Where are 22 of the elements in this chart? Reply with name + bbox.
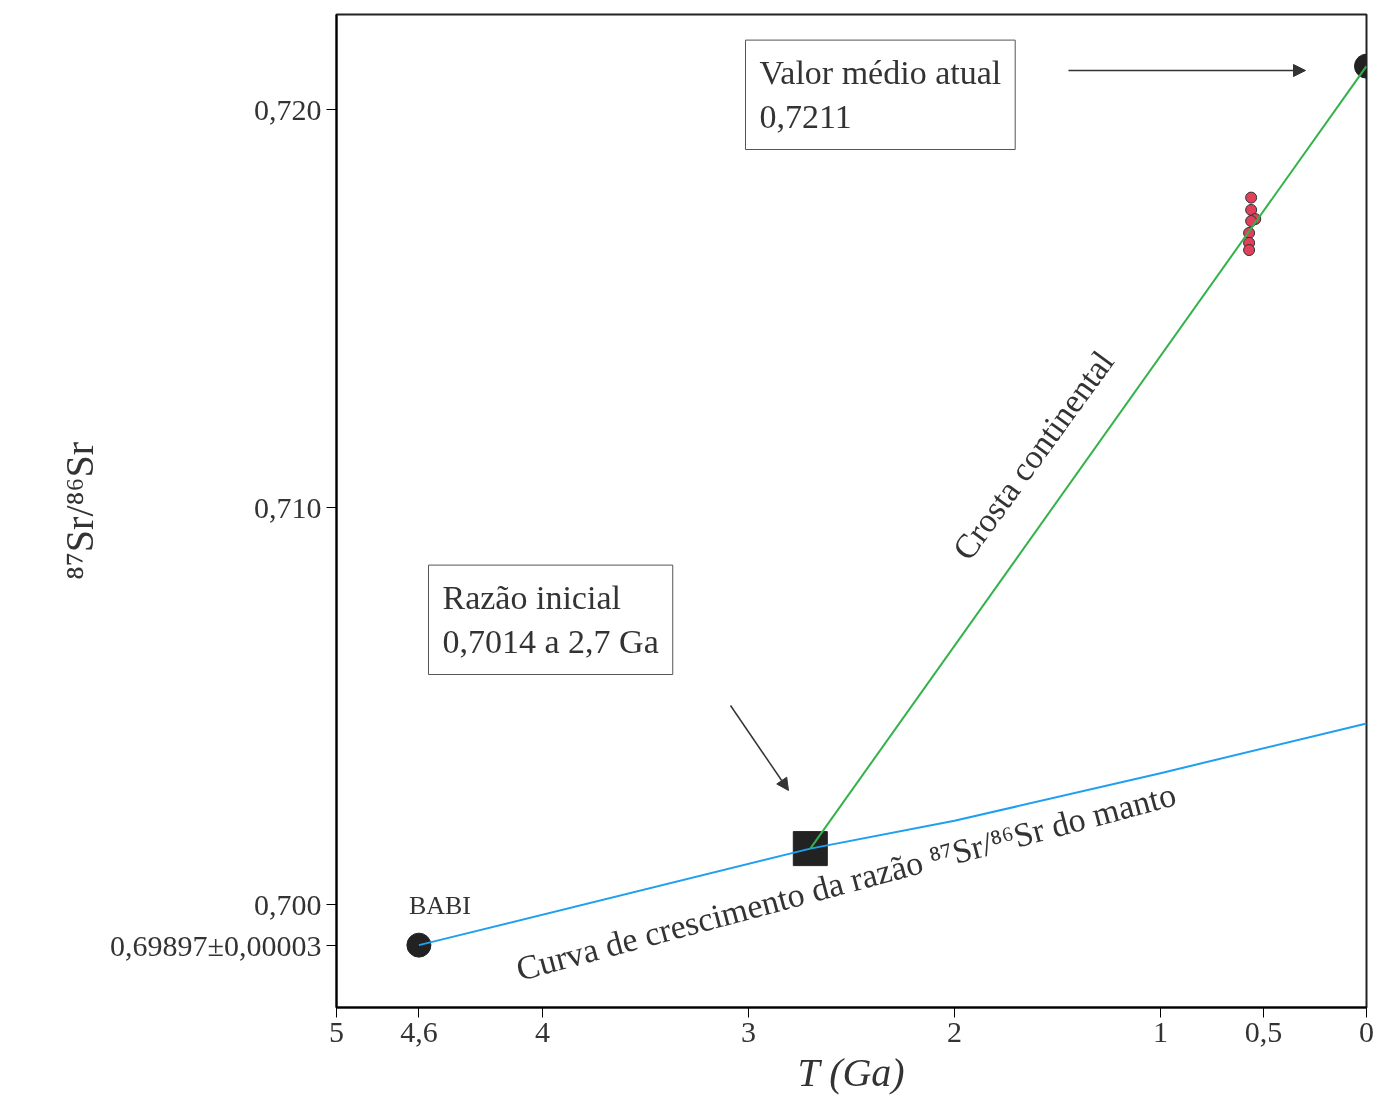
point: [1245, 191, 1258, 204]
point: [1245, 203, 1258, 216]
x-tick-label: 0: [1359, 1014, 1374, 1048]
x-tick-label: 0,5: [1244, 1014, 1283, 1048]
annotation: Curva de crescimento da razão ⁸⁷Sr/⁸⁶Sr do manto: [512, 775, 1180, 988]
annotation: Razão inicial 0,7014 a 2,7 Ga: [442, 579, 659, 661]
point: [1243, 244, 1256, 257]
y-tick-label: 0,69897±0,00003: [110, 928, 322, 962]
x-tick-label: 4,6: [400, 1014, 438, 1048]
x-tick-label: 4: [535, 1014, 550, 1048]
point: [792, 831, 828, 867]
y-tick-label: 0,720: [254, 93, 322, 127]
x-axis-title: T (Ga): [797, 1049, 905, 1095]
annotation: BABI: [408, 891, 472, 921]
y-tick-label: 0,710: [254, 490, 322, 524]
x-tick-label: 5: [329, 1014, 344, 1048]
y-tick-label: 0,700: [254, 887, 322, 921]
x-tick-label: 3: [741, 1014, 756, 1048]
x-tick-label: 1: [1153, 1014, 1168, 1048]
x-tick-label: 2: [947, 1014, 962, 1048]
y-axis-title: ⁸⁷Sr/⁸⁶Sr: [57, 441, 103, 581]
annotation: Valor médio atual 0,7211: [759, 54, 1002, 136]
